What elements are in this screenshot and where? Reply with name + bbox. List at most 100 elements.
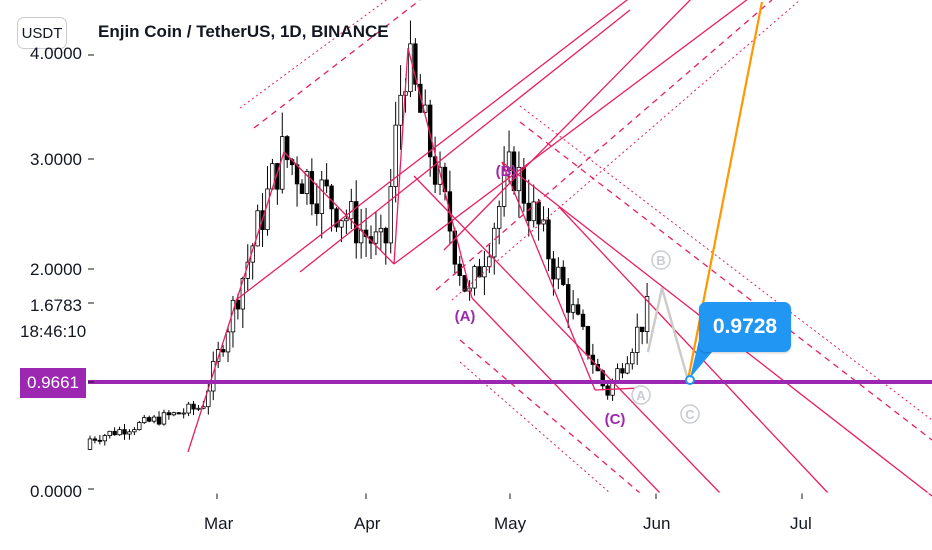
wave-label: C — [685, 407, 695, 422]
wave-line — [283, 151, 395, 265]
candle-body — [516, 166, 522, 192]
drawings-layer: (A) (B) (C) A B C — [88, 0, 932, 497]
candle — [334, 207, 339, 232]
wave-line — [594, 387, 641, 391]
candle-body — [472, 266, 477, 289]
candle-body — [457, 263, 462, 276]
x-tick-label: Mar — [204, 514, 234, 533]
candle — [561, 260, 566, 287]
candle-body — [299, 183, 305, 194]
candle — [151, 414, 157, 424]
rising-channel-dotted — [451, 0, 801, 301]
candle-body — [324, 179, 329, 187]
rising-channel-line — [235, 0, 629, 301]
candle — [541, 206, 546, 232]
candle-body — [206, 390, 211, 408]
wave-label: (C) — [605, 411, 626, 428]
candle — [137, 420, 142, 431]
candle-body — [482, 266, 487, 278]
wave-label: (A) — [455, 308, 476, 325]
wave-label: B — [656, 253, 665, 268]
candle — [427, 99, 433, 177]
candle-body — [580, 313, 586, 327]
current-price-tag: 0.9661 — [20, 368, 86, 398]
last-price-label: 1.6783 — [30, 296, 82, 315]
x-tick-label: May — [494, 514, 527, 533]
candle — [590, 343, 596, 374]
candle — [309, 158, 315, 216]
candle-body — [186, 403, 191, 414]
candle-body — [625, 363, 630, 374]
rising-channel-line — [299, 9, 631, 273]
candle — [457, 256, 462, 286]
candle — [575, 298, 581, 316]
candle — [225, 326, 231, 363]
candle-body — [329, 185, 334, 210]
candle-body — [176, 412, 181, 415]
candle-body — [146, 417, 152, 422]
candle — [142, 414, 147, 425]
candle-body — [171, 412, 177, 416]
candle — [166, 410, 172, 420]
candle-body — [132, 429, 137, 433]
candle-body — [393, 124, 398, 187]
candle — [230, 295, 236, 348]
target-price-label: 0.9728 — [699, 302, 791, 352]
candle — [324, 163, 329, 194]
falling-channel-dashed — [519, 121, 932, 441]
wave-label-circle — [651, 250, 671, 270]
quote-currency-badge[interactable]: USDT — [17, 17, 67, 49]
candle — [299, 179, 305, 194]
candle-body — [570, 304, 576, 313]
candle-body — [235, 299, 241, 310]
candle — [349, 188, 354, 229]
candle — [531, 184, 536, 228]
candle-body — [413, 43, 418, 85]
candle — [112, 427, 117, 436]
candle — [516, 151, 522, 218]
candle-body — [354, 201, 359, 244]
candle-body — [635, 326, 640, 353]
candle-body — [462, 275, 467, 292]
candle — [220, 345, 226, 357]
candle-body — [122, 429, 127, 435]
candle — [496, 200, 502, 245]
x-tick-label: Jun — [643, 514, 671, 533]
wave-label: (B) — [496, 163, 517, 180]
candle — [344, 209, 349, 234]
candle — [630, 348, 635, 370]
candle — [487, 244, 492, 273]
candle-body — [137, 422, 142, 431]
candle-body — [319, 179, 324, 214]
candle-body — [639, 326, 645, 332]
rising-channel-dotted — [239, 0, 388, 109]
candle-body — [432, 156, 438, 185]
target-point-icon — [685, 375, 695, 385]
candle-body — [304, 171, 310, 194]
wave-line — [393, 47, 409, 265]
falling-channel-dotted — [519, 105, 932, 421]
candle-body — [215, 349, 221, 362]
candle — [635, 313, 640, 365]
rising-channel-dashed — [435, 0, 773, 291]
candle-body — [546, 219, 551, 260]
wave-line — [501, 161, 596, 391]
candle — [215, 341, 221, 369]
candle — [122, 424, 127, 440]
candle — [615, 363, 620, 382]
candle-body — [541, 219, 546, 225]
candle-body — [526, 202, 531, 222]
candle — [388, 168, 393, 254]
candle — [127, 429, 132, 440]
candle — [625, 356, 630, 375]
candle-body — [196, 407, 201, 410]
candle-body — [156, 416, 162, 425]
candle — [314, 183, 319, 226]
candle — [319, 170, 324, 239]
axis-layer — [88, 54, 932, 499]
candle — [97, 435, 103, 445]
wave-label-circle — [631, 385, 651, 405]
candle-body — [531, 201, 536, 222]
candle — [620, 363, 625, 379]
